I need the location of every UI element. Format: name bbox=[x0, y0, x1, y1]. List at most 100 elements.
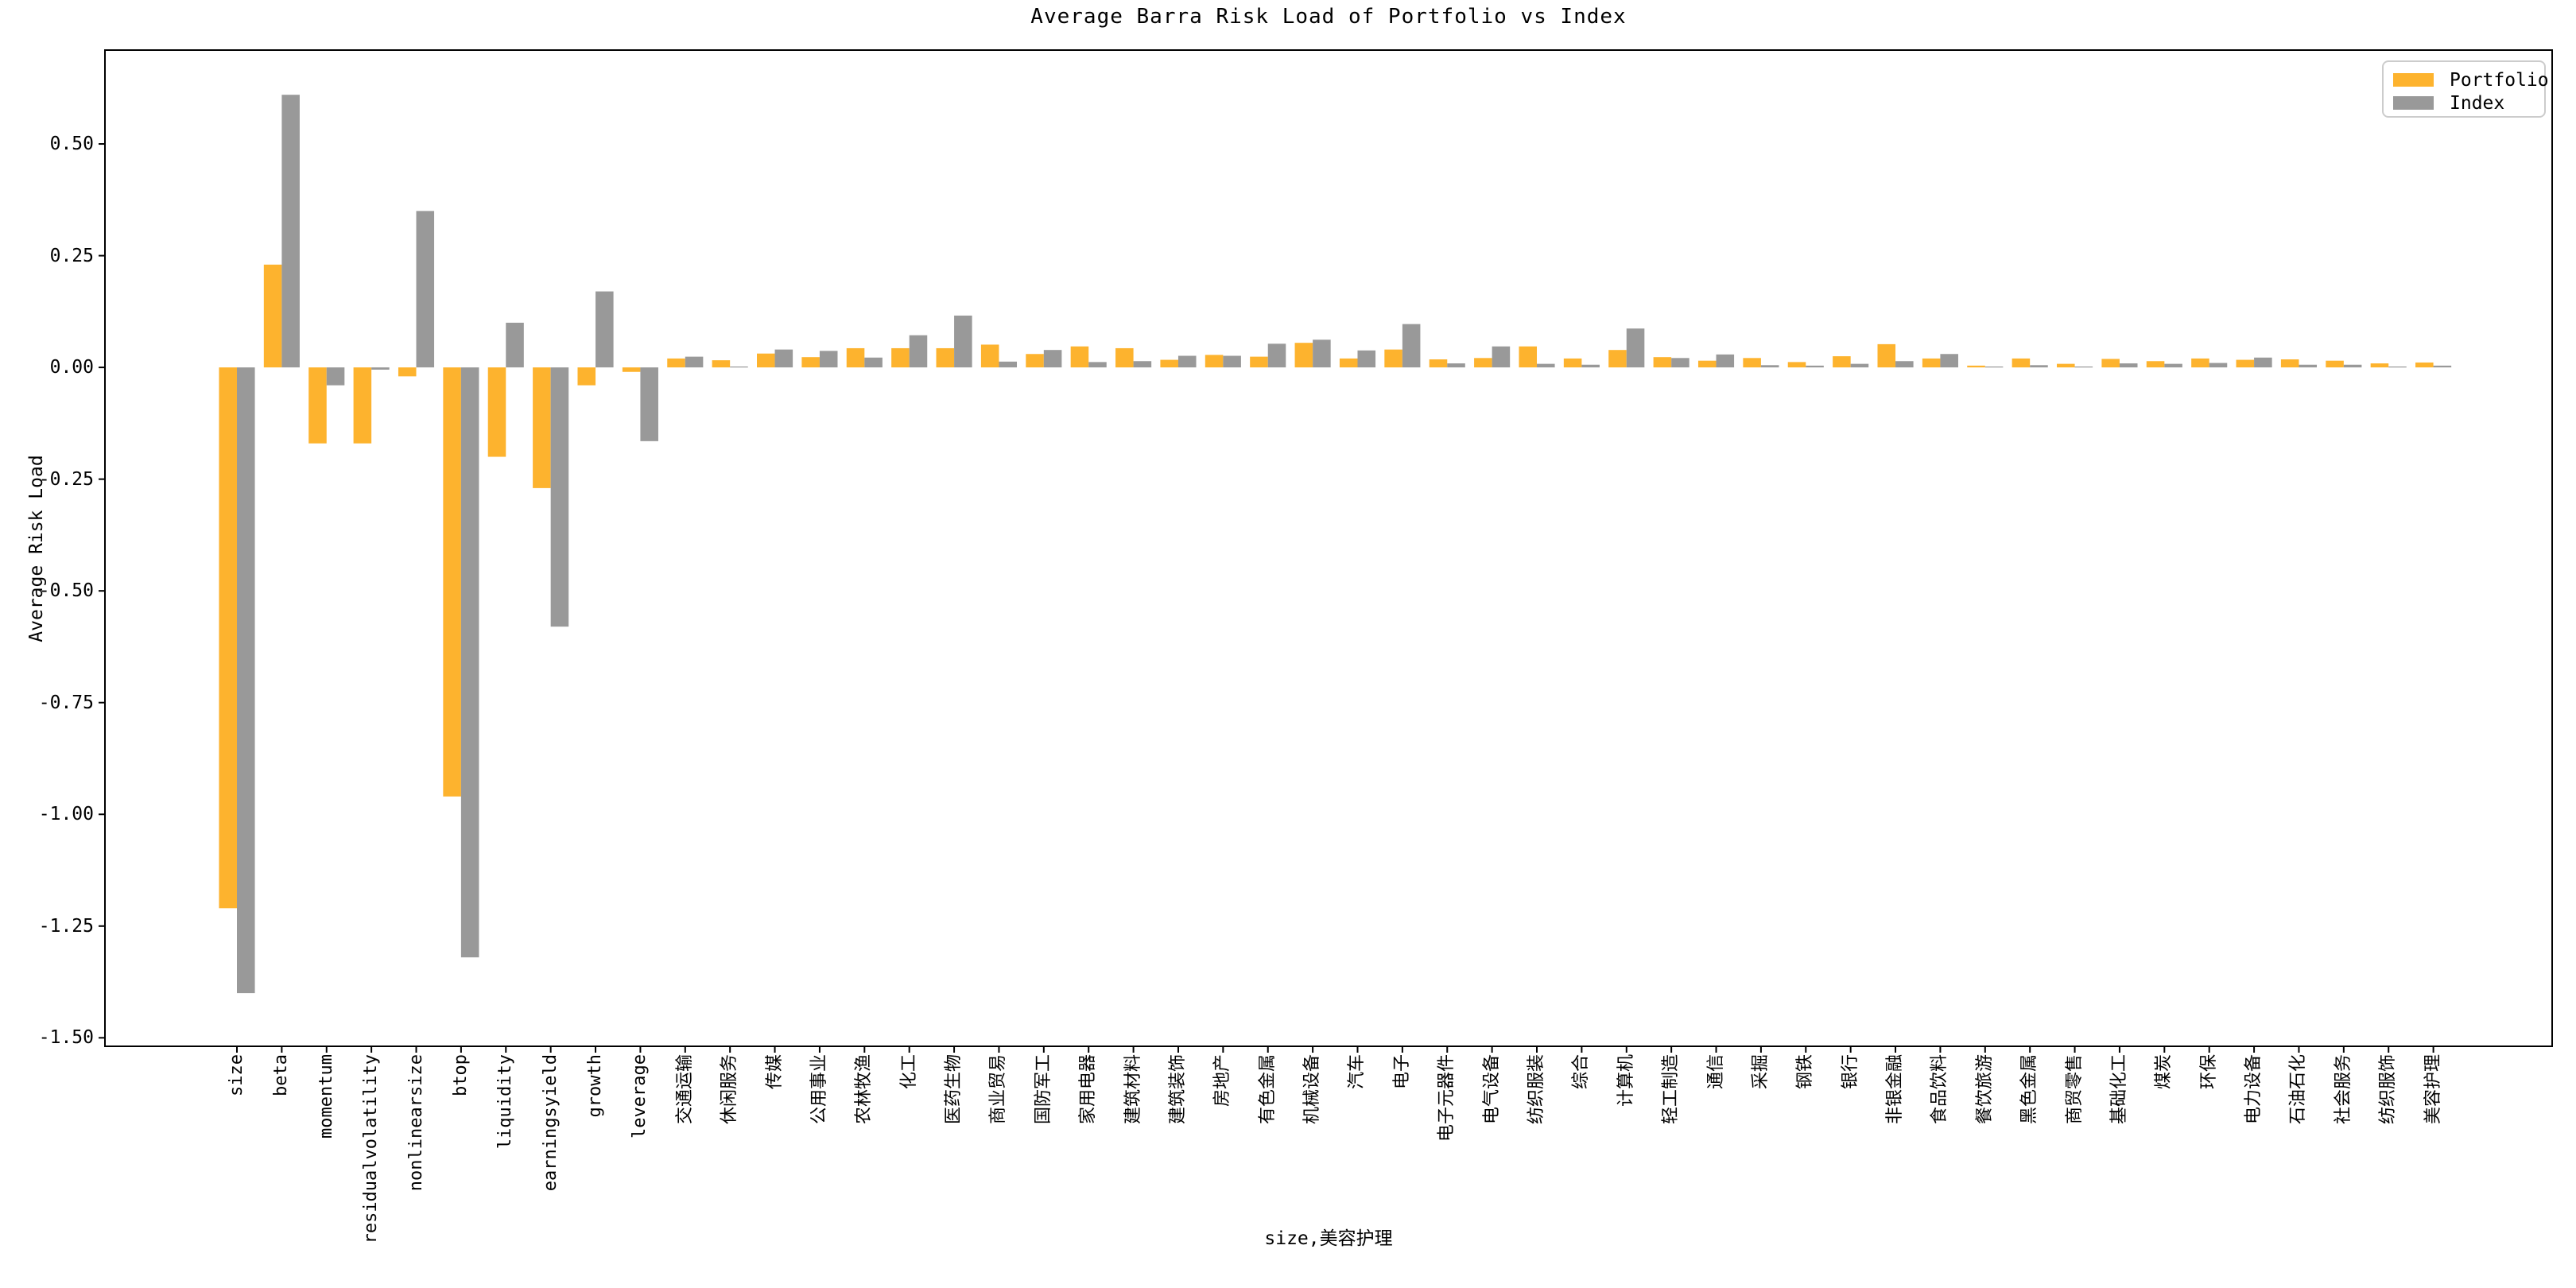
bar-portfolio-residualvolatility bbox=[353, 367, 372, 444]
bar-portfolio-国防军工 bbox=[1026, 354, 1044, 368]
bar-portfolio-轻工制造 bbox=[1653, 357, 1672, 368]
bar-index-非银金融 bbox=[1895, 361, 1914, 368]
y-tick-label: -0.50 bbox=[38, 580, 94, 602]
x-category-label-通信: 通信 bbox=[1705, 1054, 1726, 1090]
bar-portfolio-电子 bbox=[1384, 349, 1402, 368]
y-tick-label: 0.50 bbox=[49, 134, 94, 155]
bar-index-earningsyield bbox=[550, 367, 569, 627]
legend-label-index: Index bbox=[2450, 92, 2505, 114]
legend-label-portfolio: Portfolio bbox=[2450, 69, 2549, 91]
portfolio-color-swatch bbox=[2393, 73, 2434, 87]
bar-portfolio-growth bbox=[577, 367, 596, 386]
y-tick-label: -1.25 bbox=[38, 915, 94, 937]
y-tick-label: -0.75 bbox=[38, 692, 94, 713]
bar-index-电气设备 bbox=[1492, 346, 1511, 368]
bar-index-医药生物 bbox=[954, 315, 972, 368]
bar-portfolio-nonlinearsize bbox=[398, 367, 417, 377]
bar-index-综合 bbox=[1581, 364, 1600, 368]
bar-portfolio-有色金属 bbox=[1250, 356, 1268, 368]
bar-index-nonlinearsize bbox=[416, 211, 435, 368]
bar-index-电子 bbox=[1402, 324, 1421, 368]
bar-index-有色金属 bbox=[1267, 343, 1286, 368]
bar-portfolio-计算机 bbox=[1608, 350, 1627, 368]
x-category-label-化工: 化工 bbox=[898, 1054, 919, 1090]
x-category-label-房地产: 房地产 bbox=[1212, 1054, 1233, 1108]
y-tick-label: -1.00 bbox=[38, 804, 94, 825]
x-category-label-建筑装饰: 建筑装饰 bbox=[1167, 1054, 1188, 1125]
x-category-label-基础化工: 基础化工 bbox=[2109, 1054, 2129, 1125]
bar-portfolio-建筑材料 bbox=[1115, 347, 1134, 368]
x-category-label-beta: beta bbox=[271, 1054, 292, 1096]
bar-portfolio-钢铁 bbox=[1787, 362, 1806, 368]
bar-portfolio-化工 bbox=[891, 347, 910, 368]
x-category-label-liquidity: liquidity bbox=[495, 1054, 516, 1150]
x-category-label-汽车: 汽车 bbox=[1347, 1054, 1368, 1090]
bar-portfolio-石油石化 bbox=[2280, 359, 2299, 368]
bar-portfolio-liquidity bbox=[487, 367, 506, 457]
bar-index-建筑材料 bbox=[1133, 361, 1152, 368]
bar-portfolio-银行 bbox=[1833, 356, 1851, 368]
bar-portfolio-食品饮料 bbox=[1922, 358, 1941, 368]
x-category-label-食品饮料: 食品饮料 bbox=[1930, 1054, 1950, 1125]
bar-portfolio-商贸零售 bbox=[2057, 363, 2075, 368]
bar-index-石油石化 bbox=[2299, 364, 2318, 368]
x-category-label-momentum: momentum bbox=[316, 1054, 336, 1139]
x-category-label-国防军工: 国防军工 bbox=[1033, 1054, 1053, 1125]
bar-index-农林牧渔 bbox=[864, 357, 883, 368]
bar-index-煤炭 bbox=[2164, 363, 2182, 368]
x-category-label-纺织服饰: 纺织服饰 bbox=[2378, 1054, 2399, 1125]
bar-portfolio-建筑装饰 bbox=[1160, 359, 1178, 368]
x-category-label-商贸零售: 商贸零售 bbox=[2064, 1054, 2085, 1125]
bar-portfolio-休闲服务 bbox=[712, 360, 731, 368]
x-category-label-传媒: 传媒 bbox=[764, 1054, 785, 1090]
bar-portfolio-黑色金属 bbox=[2012, 358, 2031, 368]
bar-index-电子元器件 bbox=[1447, 363, 1465, 368]
bar-index-环保 bbox=[2209, 363, 2228, 368]
x-category-label-美容护理: 美容护理 bbox=[2423, 1054, 2443, 1125]
bar-portfolio-纺织服饰 bbox=[2370, 363, 2389, 368]
bar-index-residualvolatility bbox=[371, 367, 390, 370]
x-category-label-钢铁: 钢铁 bbox=[1795, 1054, 1816, 1090]
x-category-label-非银金融: 非银金融 bbox=[1885, 1054, 1906, 1125]
bar-portfolio-leverage bbox=[622, 367, 641, 372]
bar-portfolio-美容护理 bbox=[2415, 362, 2434, 368]
x-category-label-轻工制造: 轻工制造 bbox=[1661, 1054, 1682, 1125]
bar-index-银行 bbox=[1850, 363, 1869, 368]
bar-portfolio-电气设备 bbox=[1474, 358, 1492, 368]
x-category-label-size: size bbox=[227, 1054, 246, 1096]
x-category-label-休闲服务: 休闲服务 bbox=[720, 1054, 740, 1125]
bar-portfolio-电力设备 bbox=[2236, 359, 2255, 368]
x-category-label-growth: growth bbox=[585, 1054, 606, 1118]
bar-index-食品饮料 bbox=[1940, 354, 1958, 368]
x-category-label-商业贸易: 商业贸易 bbox=[988, 1054, 1009, 1125]
bar-index-采掘 bbox=[1760, 365, 1779, 368]
x-category-label-公用事业: 公用事业 bbox=[809, 1054, 829, 1125]
bar-portfolio-社会服务 bbox=[2326, 360, 2344, 368]
x-category-label-煤炭: 煤炭 bbox=[2154, 1054, 2174, 1090]
x-category-label-农林牧渔: 农林牧渔 bbox=[854, 1054, 875, 1125]
bar-index-传媒 bbox=[774, 349, 793, 368]
x-category-label-银行: 银行 bbox=[1840, 1054, 1860, 1090]
x-category-label-nonlinearsize: nonlinearsize bbox=[405, 1054, 426, 1192]
bar-portfolio-机械设备 bbox=[1294, 343, 1313, 368]
x-category-label-电力设备: 电力设备 bbox=[2244, 1054, 2264, 1125]
bar-portfolio-非银金融 bbox=[1877, 343, 1896, 368]
x-category-label-环保: 环保 bbox=[2198, 1054, 2219, 1090]
x-category-label-电气设备: 电气设备 bbox=[1481, 1054, 1502, 1125]
bar-index-黑色金属 bbox=[2030, 365, 2048, 368]
y-tick-label: -0.25 bbox=[38, 468, 94, 490]
bar-index-建筑装饰 bbox=[1177, 355, 1197, 368]
bar-index-商业贸易 bbox=[999, 361, 1018, 368]
x-category-label-采掘: 采掘 bbox=[1750, 1054, 1771, 1090]
bar-index-size bbox=[237, 367, 255, 994]
bar-portfolio-房地产 bbox=[1205, 355, 1224, 368]
bar-portfolio-纺织服装 bbox=[1519, 346, 1538, 368]
bar-portfolio-煤炭 bbox=[2146, 361, 2165, 368]
x-category-label-综合: 综合 bbox=[1571, 1054, 1592, 1090]
x-axis-label: size,美容护理 bbox=[1264, 1228, 1393, 1249]
bar-index-交通运输 bbox=[685, 356, 704, 368]
bar-index-公用事业 bbox=[819, 351, 838, 368]
bar-index-房地产 bbox=[1223, 355, 1241, 368]
